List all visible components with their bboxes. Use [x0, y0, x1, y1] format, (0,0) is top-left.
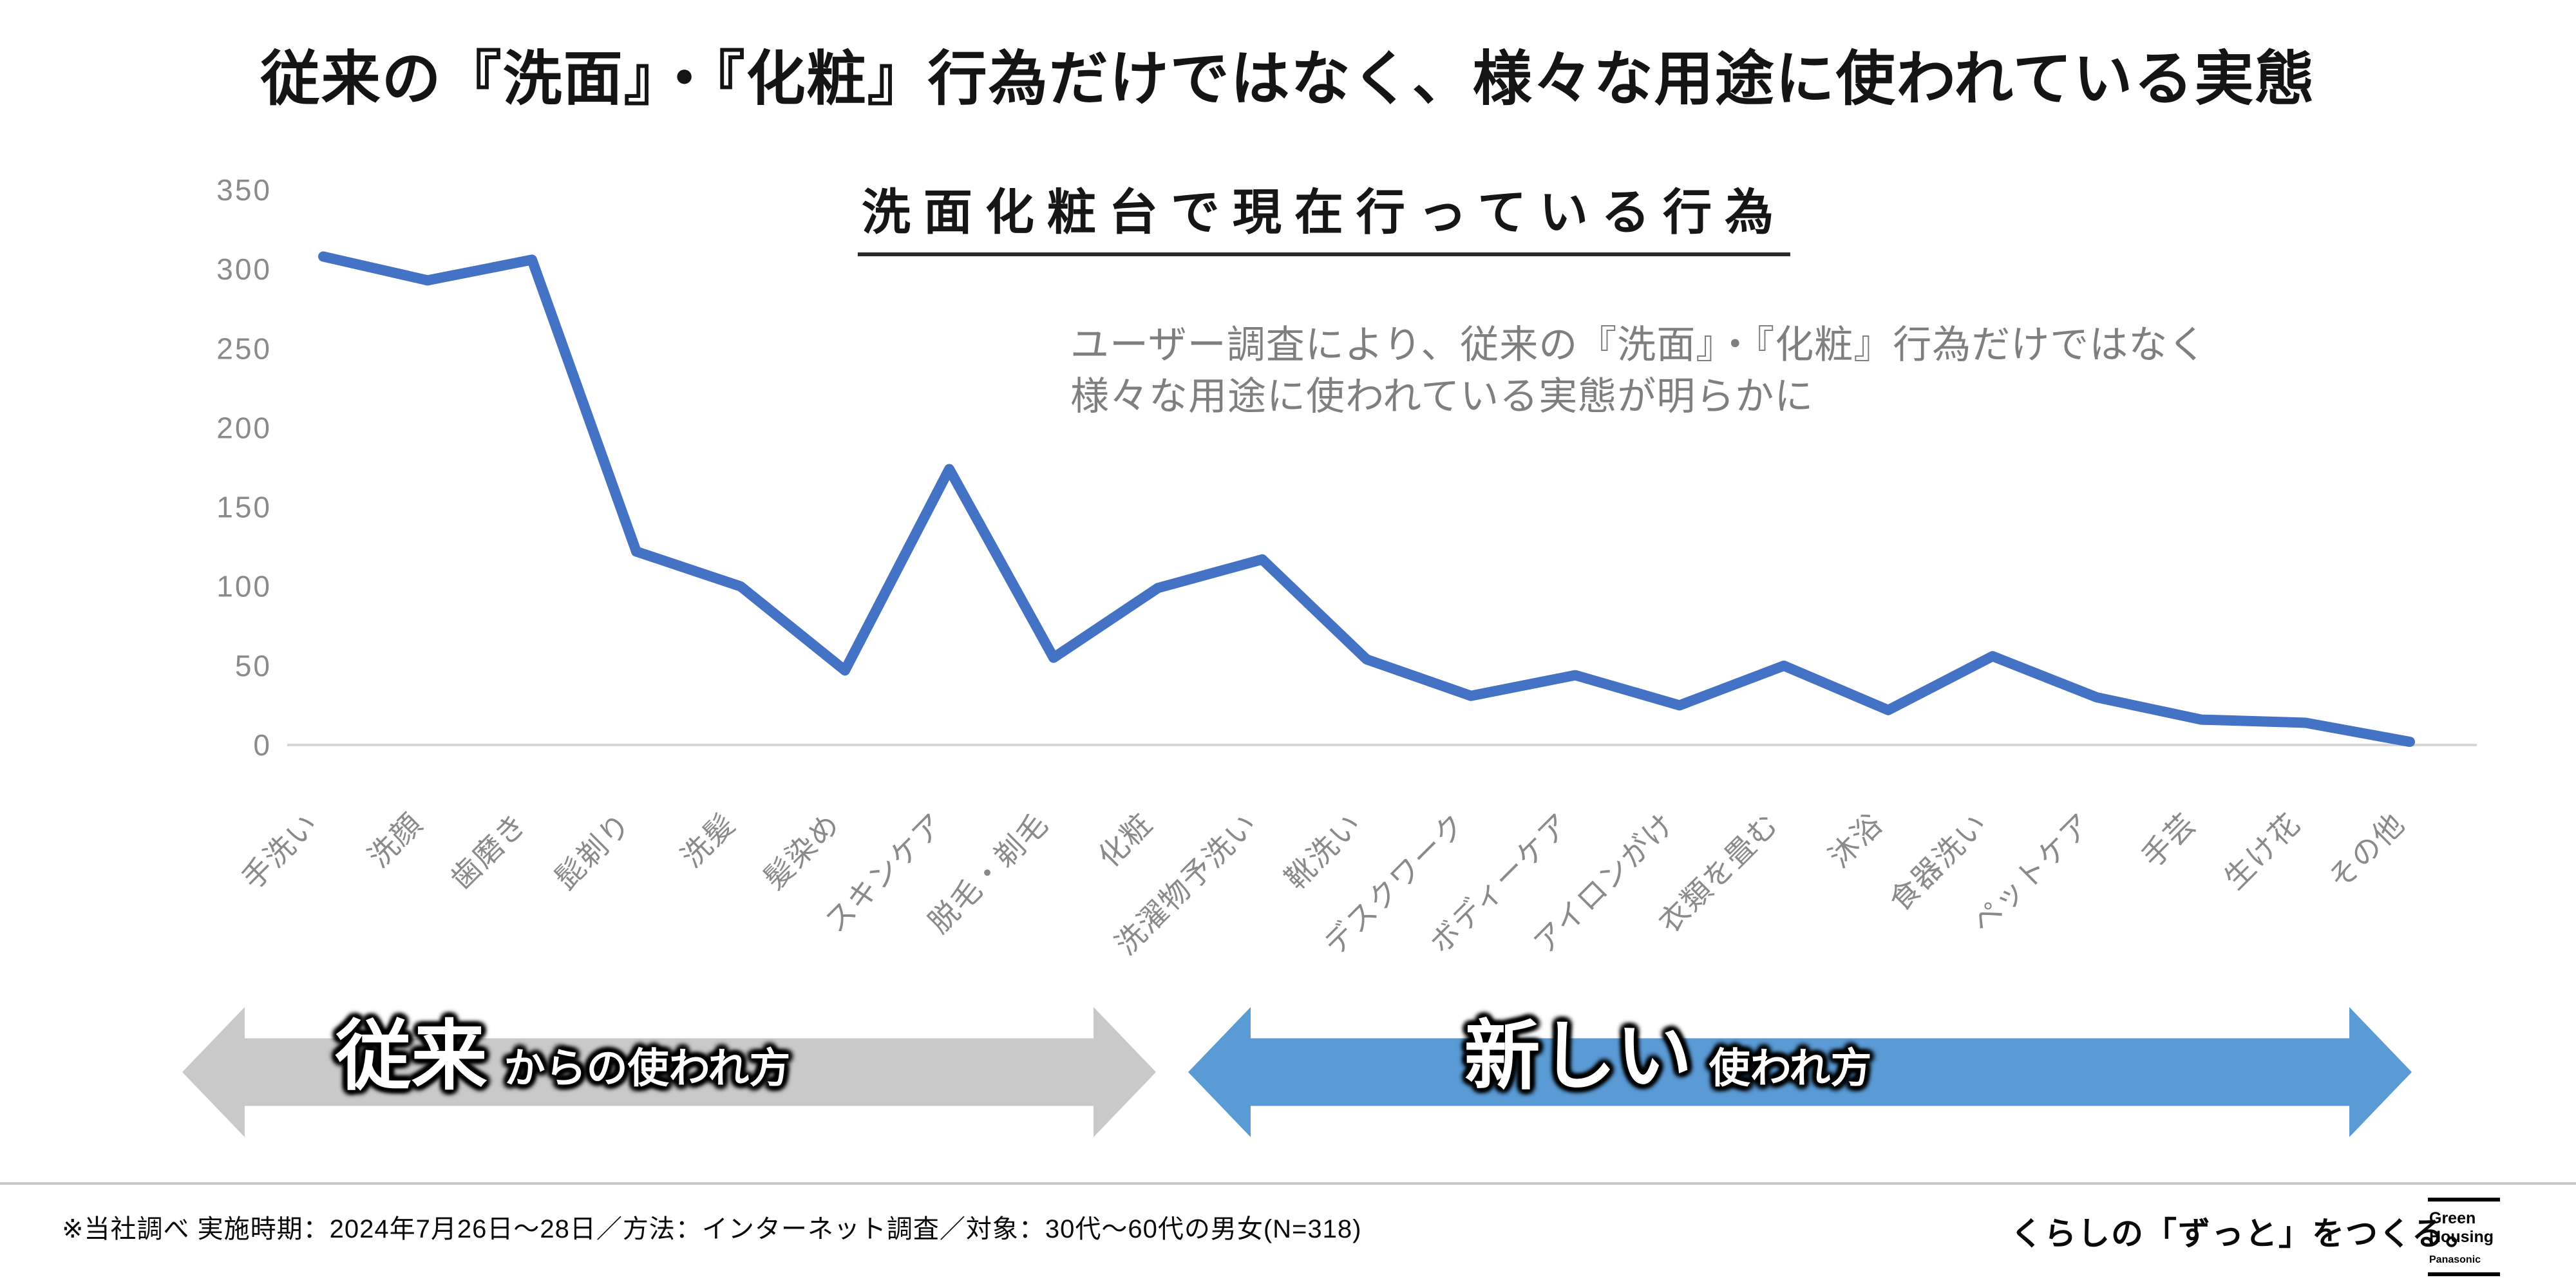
- x-axis-category-label: 洗髪: [674, 806, 742, 874]
- y-axis-tick-label: 50: [235, 649, 272, 683]
- x-axis-category-label: 化粧: [1092, 806, 1159, 874]
- x-axis-category-label: 生け花: [2217, 806, 2307, 896]
- chart-title-wrap: 洗面化粧台で現在行っている行為: [857, 173, 1791, 256]
- chart-title: 洗面化粧台で現在行っている行為: [857, 173, 1791, 256]
- logo-line-green: Green: [2429, 1209, 2476, 1227]
- x-axis-category-label: 靴洗い: [1278, 806, 1368, 896]
- x-axis-category-label: 歯磨き: [444, 806, 533, 896]
- chart-annotation: ユーザー調査により、従来の『洗面』・『化粧』行為だけではなく 様々な用途に使われ…: [1070, 323, 2208, 419]
- y-axis-tick-label: 200: [216, 411, 272, 444]
- x-axis-category-label: 洗顔: [361, 806, 429, 874]
- logo-line-housing: Housing: [2429, 1227, 2494, 1246]
- traditional-usage-arrow: 従来 からの使われ方: [182, 1007, 1156, 1137]
- logo-line-panasonic: Panasonic: [2429, 1254, 2481, 1265]
- y-axis-tick-label: 0: [253, 728, 272, 762]
- survey-note: ※当社調べ 実施時期：2024年7月26日～28日／方法：インターネット調査／対…: [62, 1215, 1362, 1243]
- x-axis-category-label: 手洗い: [235, 806, 325, 896]
- traditional-usage-emphasis: 従来: [335, 1014, 488, 1099]
- new-usage-arrow: 新しい 使われ方: [1188, 1007, 2412, 1137]
- new-usage-rest: 使われ方: [1709, 1045, 1872, 1091]
- traditional-usage-rest: からの使われ方: [504, 1045, 791, 1091]
- footer-divider: [0, 1182, 2576, 1185]
- y-axis-tick-label: 250: [216, 332, 272, 365]
- y-axis-tick-label: 100: [216, 570, 272, 603]
- trend-line: [318, 251, 2415, 748]
- brand-tagline: くらしの「ずっと」をつくる。: [2011, 1216, 2479, 1252]
- x-axis-category-label: 食器洗い: [1883, 806, 1994, 918]
- page-title: 従来の『洗面』・『化粧』行為だけではなく、様々な用途に使われている実態: [260, 46, 2316, 112]
- y-axis-tick-label: 350: [216, 173, 272, 207]
- green-housing-panasonic-logo: Green Housing Panasonic: [2428, 1198, 2500, 1276]
- x-axis-category-label: 髪染め: [757, 806, 846, 896]
- y-axis-tick-label: 300: [216, 252, 272, 286]
- traditional-usage-label: 従来 からの使われ方: [76, 1007, 1050, 1137]
- x-axis-category-label: 手芸: [2135, 806, 2202, 874]
- x-axis-category-label: 髭剃り: [548, 806, 638, 896]
- new-usage-emphasis: 新しい: [1464, 1014, 1692, 1099]
- x-axis-category-label: 沐浴: [1822, 806, 1889, 874]
- y-axis-tick-label: 150: [216, 491, 272, 524]
- x-axis-category-label: その他: [2322, 806, 2411, 896]
- new-usage-label: 新しい 使われ方: [1056, 1007, 2280, 1137]
